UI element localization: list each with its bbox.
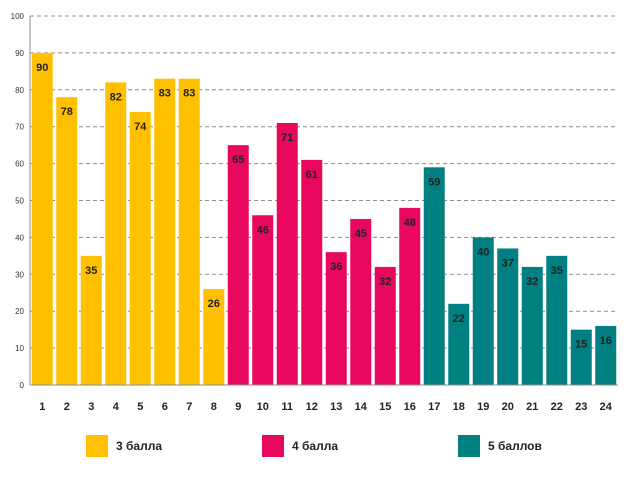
bar xyxy=(472,237,494,385)
data-label: 48 xyxy=(404,217,416,229)
y-tick-label: 80 xyxy=(15,86,24,95)
y-tick-label: 90 xyxy=(15,49,24,58)
bar xyxy=(178,78,200,385)
data-label: 46 xyxy=(257,224,269,236)
data-label: 45 xyxy=(355,228,367,240)
x-tick-label: 16 xyxy=(404,401,416,413)
x-tick-label: 14 xyxy=(355,401,368,413)
x-tick-label: 13 xyxy=(330,401,342,413)
x-tick-label: 20 xyxy=(502,401,514,413)
data-label: 26 xyxy=(208,298,220,310)
x-tick-label: 11 xyxy=(281,401,293,413)
y-tick-label: 30 xyxy=(15,270,24,279)
bar xyxy=(80,255,102,385)
bar xyxy=(301,159,323,385)
data-label: 36 xyxy=(330,261,342,273)
x-tick-label: 8 xyxy=(211,401,217,413)
bar xyxy=(56,97,78,386)
data-label: 90 xyxy=(36,62,48,74)
bar xyxy=(595,325,617,385)
bar xyxy=(276,123,298,385)
data-label: 32 xyxy=(379,276,391,288)
data-label: 74 xyxy=(134,121,147,133)
legend-label-5-points: 5 баллов xyxy=(488,439,542,453)
bar xyxy=(105,82,127,386)
bar xyxy=(546,255,568,385)
data-label: 82 xyxy=(110,91,122,103)
legend-label-3-points: 3 балла xyxy=(116,439,163,453)
y-tick-label: 50 xyxy=(15,197,24,206)
x-tick-label: 6 xyxy=(162,401,168,413)
bar-chart: 0102030405060708090100901782353824745836… xyxy=(11,12,618,413)
x-tick-label: 10 xyxy=(257,401,269,413)
legend-swatch-5-points xyxy=(458,435,480,457)
bar xyxy=(154,78,176,385)
data-label: 37 xyxy=(502,257,514,269)
bar xyxy=(399,207,421,385)
x-tick-label: 12 xyxy=(306,401,318,413)
x-tick-label: 23 xyxy=(575,401,587,413)
y-tick-label: 100 xyxy=(11,12,25,21)
y-tick-label: 40 xyxy=(15,233,24,242)
x-tick-label: 24 xyxy=(600,401,613,413)
bar xyxy=(252,215,274,385)
bar xyxy=(203,289,225,385)
x-tick-label: 17 xyxy=(428,401,440,413)
bar xyxy=(374,266,396,385)
bar xyxy=(129,111,151,385)
data-label: 59 xyxy=(428,176,440,188)
y-tick-label: 60 xyxy=(15,160,24,169)
data-label: 32 xyxy=(526,276,538,288)
data-label: 22 xyxy=(453,313,465,325)
data-label: 40 xyxy=(477,246,489,258)
x-tick-label: 21 xyxy=(526,401,538,413)
data-label: 83 xyxy=(183,88,195,100)
y-tick-label: 0 xyxy=(20,381,25,390)
legend-swatch-4-points xyxy=(262,435,284,457)
bar xyxy=(325,252,347,385)
x-tick-label: 1 xyxy=(39,401,45,413)
x-tick-label: 15 xyxy=(379,401,391,413)
legend-swatch-3-points xyxy=(86,435,108,457)
x-tick-label: 2 xyxy=(64,401,70,413)
y-tick-label: 20 xyxy=(15,307,24,316)
x-tick-label: 18 xyxy=(453,401,465,413)
bar xyxy=(521,266,543,385)
legend-label-4-points: 4 балла xyxy=(292,439,339,453)
legend-item-3-points: 3 балла xyxy=(86,433,162,459)
data-label: 35 xyxy=(85,265,97,277)
data-label: 35 xyxy=(551,265,563,277)
bar xyxy=(423,167,445,385)
data-label: 78 xyxy=(61,106,73,118)
x-tick-label: 5 xyxy=(137,401,143,413)
data-label: 83 xyxy=(159,88,171,100)
x-tick-label: 4 xyxy=(113,401,120,413)
bar xyxy=(570,329,592,385)
legend-item-4-points: 4 балла xyxy=(262,433,338,459)
bar xyxy=(497,248,519,385)
data-label: 15 xyxy=(575,339,587,351)
y-tick-label: 10 xyxy=(15,344,24,353)
legend-item-5-points: 5 баллов xyxy=(458,433,542,459)
bar xyxy=(31,52,53,386)
data-label: 16 xyxy=(600,335,612,347)
bar xyxy=(227,145,249,385)
data-label: 65 xyxy=(232,154,244,166)
x-tick-label: 3 xyxy=(88,401,94,413)
x-tick-label: 7 xyxy=(186,401,192,413)
data-label: 71 xyxy=(281,132,293,144)
bar xyxy=(448,303,470,385)
bar xyxy=(350,218,372,385)
x-tick-label: 19 xyxy=(477,401,489,413)
x-tick-label: 9 xyxy=(235,401,241,413)
data-label: 61 xyxy=(306,169,318,181)
y-tick-label: 70 xyxy=(15,123,24,132)
x-tick-label: 22 xyxy=(551,401,563,413)
